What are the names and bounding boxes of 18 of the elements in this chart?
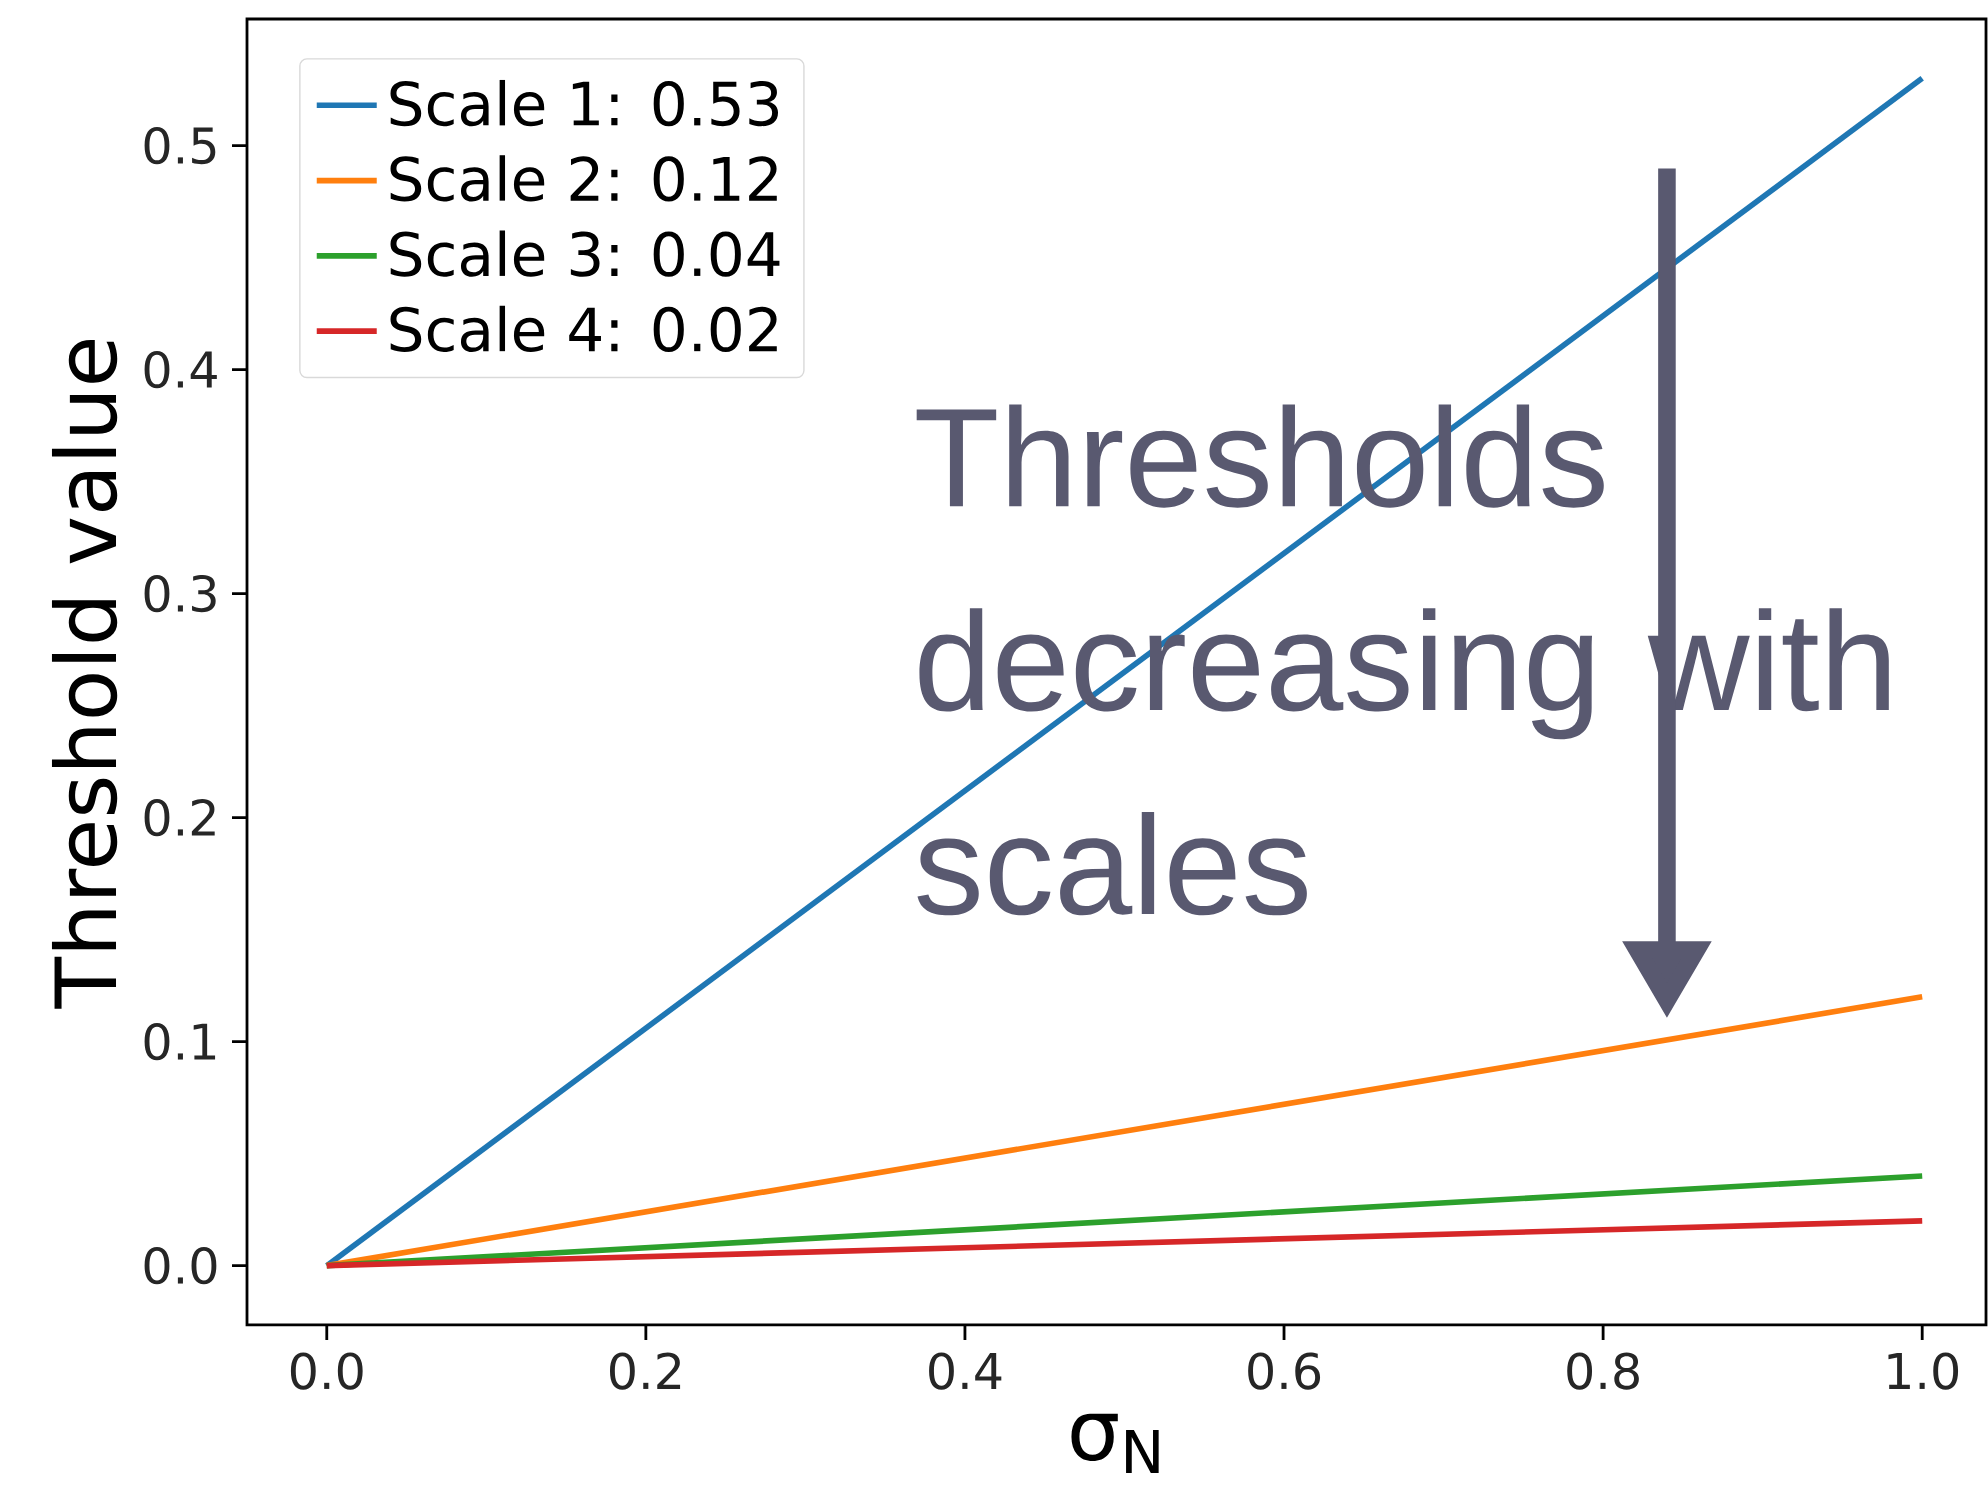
x-tick-label: 0.8 <box>1567 1352 1639 1390</box>
x-tick-label: 0.2 <box>609 1352 681 1390</box>
y-tick-label: 0.1 <box>144 1022 216 1061</box>
y-tick-label: 0.5 <box>144 126 216 165</box>
y-axis-title: Threshold value <box>51 339 118 1009</box>
x-tick-label: 1.0 <box>1888 1352 1959 1390</box>
y-tick-label: 0.0 <box>144 1247 217 1285</box>
legend-label: Scale 4: 0.02 <box>390 305 777 352</box>
y-tick-label: 0.2 <box>144 798 215 837</box>
x-tick-label: 0.0 <box>290 1352 363 1390</box>
x-axis-title: σ$_{N}$ <box>1071 1413 1159 1474</box>
legend-label: Scale 1: 0.53 <box>390 79 779 127</box>
legend-label: Scale 3: 0.04 <box>390 230 780 277</box>
x-tick-label: 0.4 <box>929 1352 1002 1390</box>
y-tick-label: 0.4 <box>144 350 217 389</box>
y-tick-label: 0.3 <box>144 574 216 613</box>
legend-label: Scale 2: 0.12 <box>390 155 777 202</box>
x-tick-label: 0.6 <box>1248 1352 1321 1390</box>
